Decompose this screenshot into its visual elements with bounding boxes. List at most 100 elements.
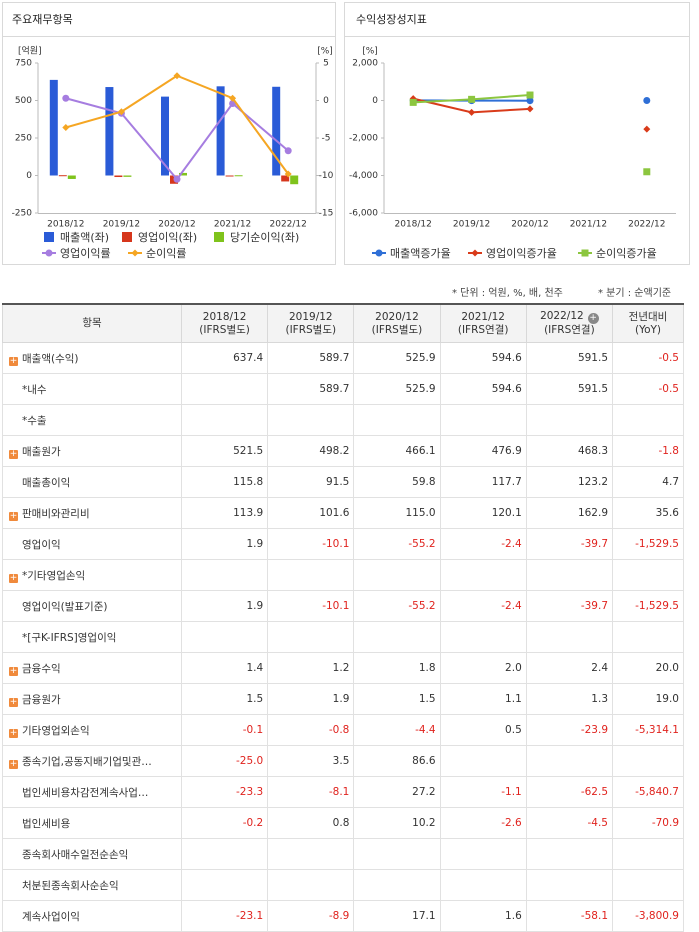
- y-tick-label: 0: [26, 171, 32, 181]
- value-cell: 0.8: [268, 808, 354, 839]
- expand-button[interactable]: +: [9, 760, 18, 769]
- value-cell: 2.0: [440, 653, 526, 684]
- expand-button[interactable]: +: [9, 729, 18, 738]
- x-tick-label: 2018/12: [395, 220, 432, 230]
- row-label-cell: +판매비와관리비: [3, 498, 182, 529]
- row-label: 매출원가: [22, 446, 61, 458]
- value-cell: 1.9: [182, 529, 268, 560]
- column-basis: (IFRS연결): [458, 324, 509, 336]
- x-tick-label: 2019/12: [453, 220, 490, 230]
- point: [472, 250, 479, 257]
- expand-button[interactable]: +: [9, 450, 18, 459]
- row-label-cell: +종속기업,공동지배기업및관…: [3, 746, 182, 777]
- row-label: 법인세비용: [22, 818, 70, 830]
- value-cell: [440, 870, 526, 901]
- value-cell: -0.2: [182, 808, 268, 839]
- bar: [68, 176, 76, 179]
- row-label-cell: +금융원가: [3, 684, 182, 715]
- column-period: 2019/12: [289, 311, 333, 323]
- row-label-cell: 법인세비용차감전계속사업…: [3, 777, 182, 808]
- expand-button[interactable]: +: [9, 512, 18, 521]
- value-cell: -70.9: [613, 808, 684, 839]
- row-label: *기타영업손익: [22, 570, 85, 582]
- value-cell: -0.5: [613, 343, 684, 374]
- value-cell: 1.9: [268, 684, 354, 715]
- value-cell: 4.7: [613, 467, 684, 498]
- y-tick-label: -4,000: [349, 171, 378, 181]
- value-cell: -0.5: [613, 374, 684, 405]
- point: [643, 126, 650, 133]
- bar: [217, 86, 225, 175]
- value-cell: 498.2: [268, 436, 354, 467]
- legend-swatch: [214, 232, 224, 242]
- value-cell: 1.4: [182, 653, 268, 684]
- point: [62, 124, 69, 131]
- table-row: 영업이익(발표기준)1.9-10.1-55.2-2.4-39.7-1,529.5: [3, 591, 684, 622]
- point: [285, 147, 292, 154]
- point: [410, 99, 417, 106]
- bar: [123, 176, 131, 177]
- row-label-cell: +매출액(수익): [3, 343, 182, 374]
- value-cell: 120.1: [440, 498, 526, 529]
- y2-tick-label: -15: [319, 209, 334, 219]
- value-cell: 0.5: [440, 715, 526, 746]
- y-tick-label: 2,000: [352, 59, 378, 69]
- table-row: 처분된종속회사순손익: [3, 870, 684, 901]
- value-cell: 10.2: [354, 808, 440, 839]
- expand-button[interactable]: +: [588, 313, 599, 324]
- row-label-cell: 영업이익(발표기준): [3, 591, 182, 622]
- value-cell: -2.6: [440, 808, 526, 839]
- legend-label: 매출액(좌): [60, 231, 109, 244]
- x-tick-label: 2021/12: [214, 220, 251, 230]
- value-cell: -1.8: [613, 436, 684, 467]
- legend-label: 순이익증가율: [596, 247, 657, 260]
- value-cell: 1.5: [354, 684, 440, 715]
- row-label: 매출총이익: [22, 477, 70, 489]
- value-cell: -55.2: [354, 591, 440, 622]
- point: [643, 168, 650, 175]
- expand-button[interactable]: +: [9, 574, 18, 583]
- value-cell: 35.6: [613, 498, 684, 529]
- row-label: 종속회사매수일전순손익: [22, 849, 128, 861]
- header-cell: 항목: [3, 304, 182, 343]
- value-cell: -3,800.9: [613, 901, 684, 932]
- value-cell: [526, 870, 612, 901]
- value-cell: -39.7: [526, 529, 612, 560]
- value-cell: 1.8: [354, 653, 440, 684]
- value-cell: [354, 870, 440, 901]
- value-cell: [182, 560, 268, 591]
- value-cell: 113.9: [182, 498, 268, 529]
- expand-button[interactable]: +: [9, 698, 18, 707]
- value-cell: 17.1: [354, 901, 440, 932]
- value-cell: [354, 560, 440, 591]
- point: [527, 105, 534, 112]
- value-cell: 27.2: [354, 777, 440, 808]
- value-cell: [613, 622, 684, 653]
- y-axis-unit: [%]: [362, 47, 378, 57]
- point: [174, 176, 181, 183]
- value-cell: [268, 870, 354, 901]
- value-cell: 637.4: [182, 343, 268, 374]
- header-cell: 전년대비(YoY): [613, 304, 684, 343]
- legend-label: 당기순이익(좌): [230, 231, 299, 244]
- row-label-cell: 영업이익: [3, 529, 182, 560]
- value-cell: -1.1: [440, 777, 526, 808]
- y2-tick-label: 0: [323, 96, 329, 106]
- line: [66, 76, 288, 174]
- expand-button[interactable]: +: [9, 667, 18, 676]
- value-cell: [354, 405, 440, 436]
- header-cell: 2019/12(IFRS별도): [268, 304, 354, 343]
- legend-swatch: [122, 232, 132, 242]
- expand-button[interactable]: +: [9, 357, 18, 366]
- value-cell: 115.8: [182, 467, 268, 498]
- value-cell: 59.8: [354, 467, 440, 498]
- row-label-cell: 법인세비용: [3, 808, 182, 839]
- point: [468, 96, 475, 103]
- value-cell: [268, 839, 354, 870]
- value-cell: [526, 839, 612, 870]
- row-label-cell: + *기타영업손익: [3, 560, 182, 591]
- note: * 단위 : 억원, %, 배, 천주: [452, 284, 563, 299]
